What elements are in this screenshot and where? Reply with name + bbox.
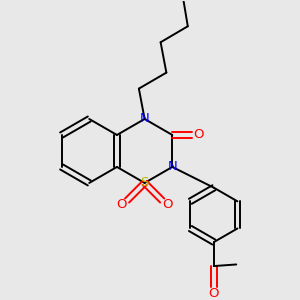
Text: S: S [140, 176, 149, 189]
Text: O: O [163, 198, 173, 211]
Text: N: N [140, 112, 149, 125]
Text: O: O [193, 128, 204, 142]
Text: O: O [116, 198, 127, 211]
Text: O: O [208, 287, 219, 300]
Text: N: N [167, 160, 177, 173]
